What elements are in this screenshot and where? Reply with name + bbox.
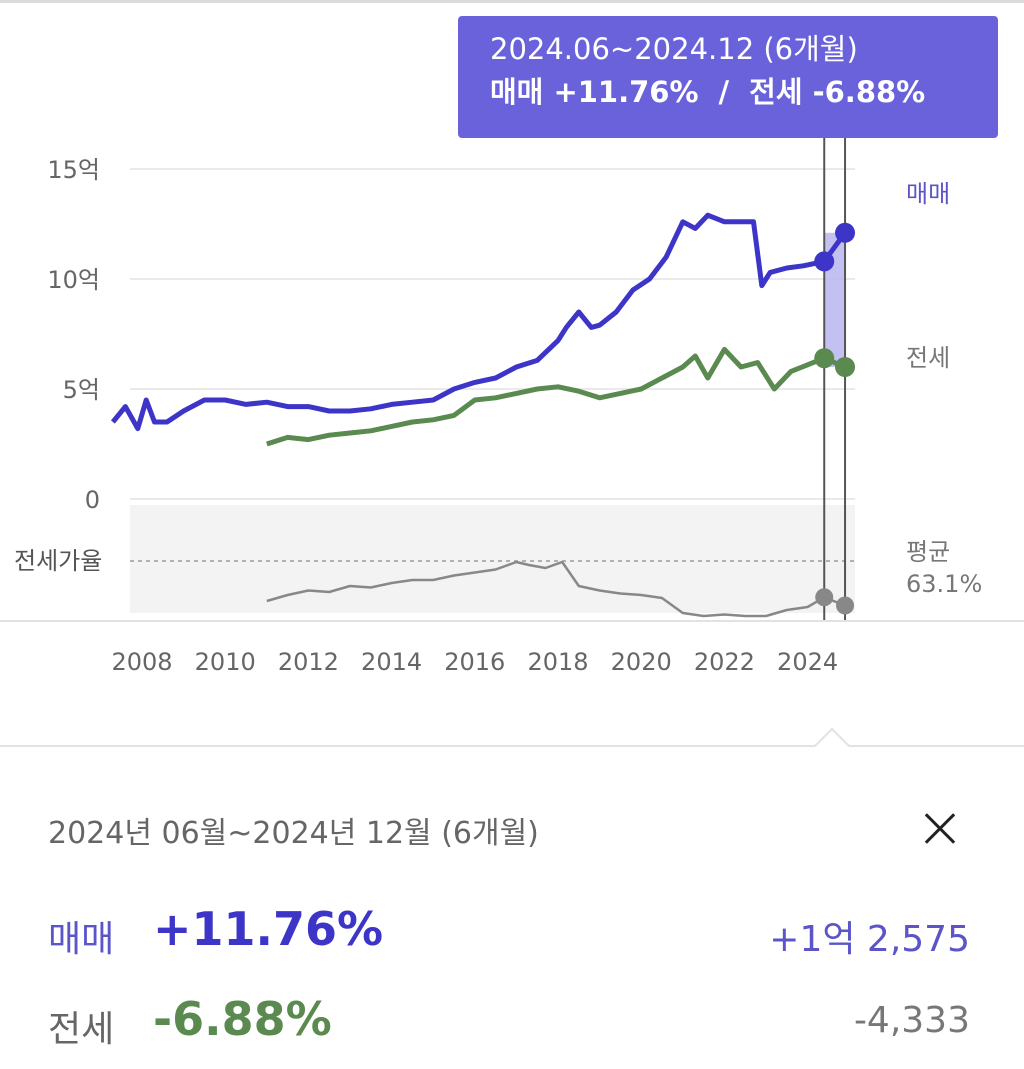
ratio-series-line (266, 560, 846, 618)
x-tick-label: 2022 (694, 648, 755, 676)
top-border (0, 0, 1024, 3)
jeonse-label: 전세 (48, 1009, 115, 1050)
ratio-label: 전세가율 (14, 547, 102, 575)
x-tick-label: 2018 (527, 648, 588, 676)
tooltip-period: 2024.06~2024.12 (6개월) (490, 32, 858, 66)
sale-series-line (110, 212, 848, 432)
x-tick-label: 2024 (777, 648, 838, 676)
sale-series-marker (814, 251, 835, 272)
x-tick-label: 2008 (111, 648, 172, 676)
x-tick-label: 2020 (611, 648, 672, 676)
summary-period: 2024년 06월~2024년 12월 (6개월) (48, 816, 539, 851)
y-tick-label: 10억 (47, 266, 100, 294)
jeonse-series-line (266, 346, 846, 447)
panel-caret (813, 727, 851, 765)
sale-series-marker (835, 222, 856, 243)
right-label-jeonse: 전세 (906, 344, 950, 372)
close-icon[interactable] (916, 805, 964, 853)
panel-divider (0, 745, 1024, 747)
jeonse-series-marker (835, 357, 856, 377)
ratio-band-bg (130, 505, 855, 613)
jeonse-summary-row: 전세 -6.88% -4,333 (48, 992, 970, 1052)
jeonse-series-marker (814, 348, 835, 369)
sale-label: 매매 (48, 919, 115, 960)
period-tooltip: 2024.06~2024.12 (6개월) 매매 +11.76% / 전세 -6.8… (458, 16, 998, 138)
y-tick-label: 0 (85, 486, 100, 514)
tooltip-values: 매매 +11.76% / 전세 -6.88% (490, 70, 998, 114)
ratio-series-marker (815, 588, 834, 607)
x-tick-label: 2016 (444, 648, 505, 676)
right-label-average: 평균 (906, 538, 950, 566)
jeonse-change-percent: -6.88% (153, 992, 332, 1046)
jeonse-change-amount: -4,333 (853, 1000, 970, 1041)
x-tick-label: 2012 (278, 648, 339, 676)
sale-change-percent: +11.76% (153, 902, 384, 956)
right-label-average-value: 63.1% (906, 570, 982, 598)
ratio-series-marker (836, 596, 855, 615)
x-tick-label: 2010 (195, 648, 256, 676)
y-tick-label: 15억 (47, 156, 100, 184)
tooltip-separator: / (718, 75, 730, 109)
tooltip-sale: 매매 +11.76% (490, 75, 699, 109)
x-tick-label: 2014 (361, 648, 422, 676)
sale-change-amount: +1억 2,575 (769, 919, 970, 960)
sale-summary-row: 매매 +11.76% +1억 2,575 (48, 902, 970, 962)
tooltip-jeonse: 전세 -6.88% (749, 75, 926, 109)
y-tick-label: 5억 (63, 376, 100, 404)
right-label-sale: 매매 (906, 180, 950, 208)
